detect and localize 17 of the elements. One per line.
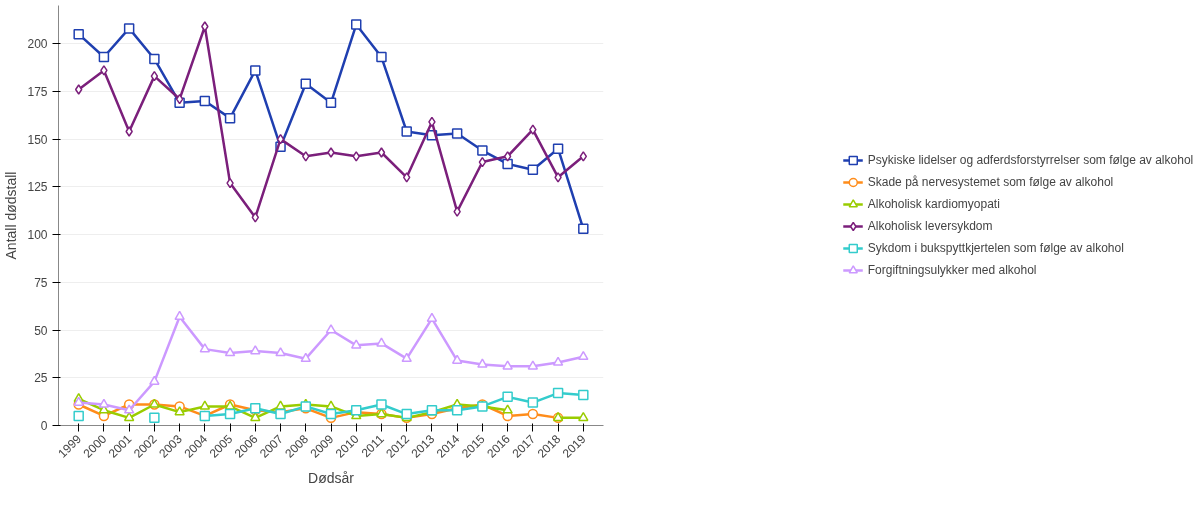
legend-label: Psykiske lidelser og adferdsforstyrrelser som følge av alkohol (867, 153, 1194, 167)
legend-label: Skade på nervesystemet som følge av alkohol (867, 175, 1114, 189)
y-tick-label: 125 (27, 180, 48, 195)
x-axis-title: Dødsår (308, 469, 355, 486)
y-tick-label: 0 (40, 419, 48, 433)
y-axis-title: Antall dødstall (3, 171, 20, 260)
y-tick-label: 175 (27, 84, 48, 99)
y-tick-label: 75 (34, 275, 48, 290)
legend-label: Alkoholisk kardiomyopati (867, 197, 1000, 211)
y-tick-label: 150 (27, 132, 48, 147)
y-tick-label: 50 (34, 323, 48, 338)
legend-label: Alkoholisk leversykdom (867, 219, 993, 233)
y-tick-label: 25 (34, 371, 48, 386)
legend-label: Forgiftningsulykker med alkohol (867, 263, 1037, 277)
y-tick-label: 100 (27, 228, 48, 243)
y-tick-label: 200 (27, 37, 48, 52)
legend-label: Sykdom i bukspyttkjertelen som følge av alkohol (867, 241, 1124, 255)
